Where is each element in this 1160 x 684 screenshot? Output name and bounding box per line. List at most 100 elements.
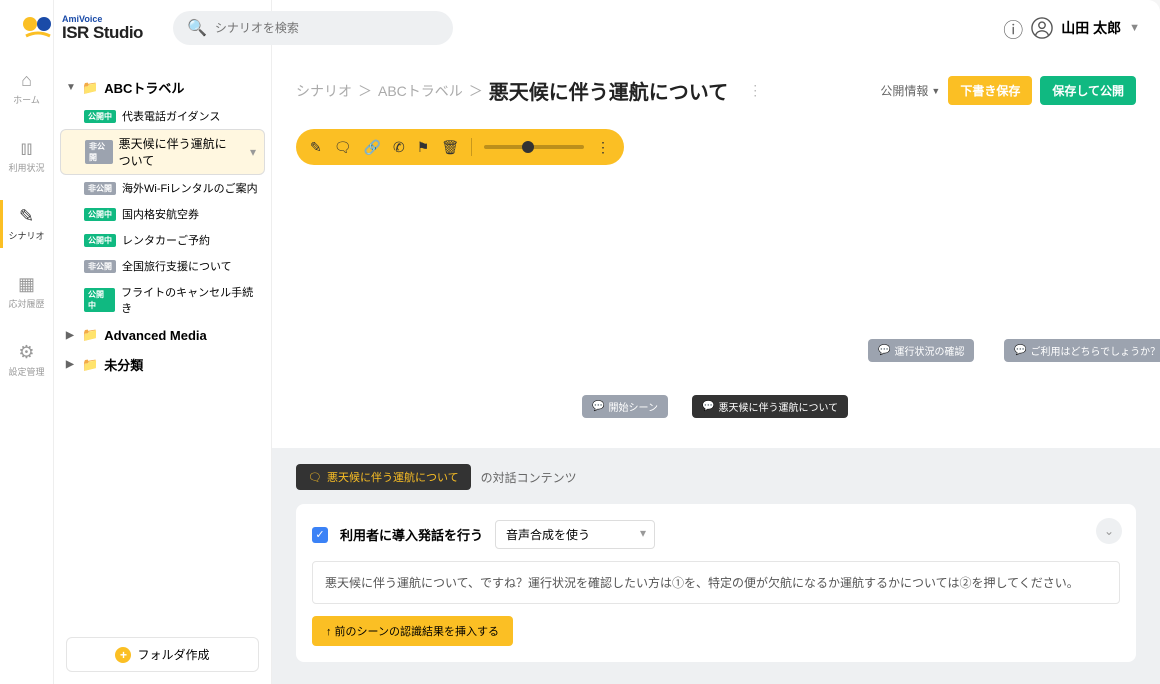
content-panel: 🗨悪天候に伴う運航について の対話コンテンツ ⌄ ✓ 利用者に導入発話を行う 音…: [272, 448, 1160, 684]
file-label: 国内格安航空券: [122, 206, 199, 222]
node-label: 開始シーン: [608, 399, 658, 414]
kebab-icon[interactable]: ⋮: [748, 82, 762, 99]
zoom-slider[interactable]: [484, 145, 584, 149]
user-icon: ⓘ: [1003, 14, 1023, 43]
chat-icon: 💬: [592, 401, 604, 412]
status-badge: 公開中: [84, 234, 116, 247]
rail-label: 応対履歴: [8, 297, 44, 310]
rail-icon: ▦: [18, 274, 35, 295]
more-icon[interactable]: ⋮: [596, 139, 610, 156]
rail-item-シナリオ[interactable]: ✎ シナリオ: [0, 200, 53, 248]
logo[interactable]: AmiVoice ISR Studio: [20, 10, 143, 46]
link-icon[interactable]: 🔗: [364, 139, 381, 156]
folder-icon: 📁: [82, 80, 98, 96]
publish-info-link[interactable]: 公開情報 ▼: [880, 82, 940, 99]
file-item[interactable]: 非公開海外Wi-Fiレンタルのご案内: [54, 175, 271, 201]
rail-label: シナリオ: [8, 229, 44, 242]
rail-label: 設定管理: [8, 365, 44, 378]
settings-card: ⌄ ✓ 利用者に導入発話を行う 音声合成を使う 悪天候に伴う運航について、ですね…: [296, 504, 1136, 662]
page-title: 悪天候に伴う運航について: [489, 76, 728, 105]
rail-item-設定管理[interactable]: ⚙ 設定管理: [0, 336, 53, 384]
sidebar: ▼📁ABCトラベル公開中代表電話ガイダンス非公開悪天候に伴う運航について非公開海…: [54, 0, 272, 684]
utterance-text[interactable]: 悪天候に伴う運航について、ですね？運行状況を確認したい方は①を、特定の便が欠航に…: [312, 561, 1120, 604]
main: シナリオ ＞ ABCトラベル ＞ 悪天候に伴う運航について ⋮ 公開情報 ▼ 下…: [272, 0, 1160, 684]
folder-icon: 📁: [82, 357, 98, 373]
search-icon: 🔍: [187, 18, 207, 38]
scenario-tree: ▼📁ABCトラベル公開中代表電話ガイダンス非公開悪天候に伴う運航について非公開海…: [54, 64, 271, 625]
voice-select[interactable]: 音声合成を使う: [495, 520, 655, 549]
rail-icon: ✎: [19, 206, 34, 227]
caret-icon: ▶: [66, 359, 76, 370]
rail-label: ホーム: [13, 93, 40, 106]
edit-icon[interactable]: ✎: [310, 139, 322, 156]
chat-icon: 🗨: [308, 471, 322, 484]
file-label: フライトのキャンセル手続き: [121, 284, 259, 316]
folder-label: Advanced Media: [104, 328, 207, 343]
status-badge: 非公開: [85, 140, 113, 164]
file-item[interactable]: 公開中国内格安航空券: [54, 201, 271, 227]
insert-prev-button[interactable]: ↑ 前のシーンの認識結果を挿入する: [312, 616, 513, 646]
canvas-toolbar: ✎ 🗨 🔗 ✆ ⚑ 🗑 ⋮: [296, 129, 624, 165]
node-label: 悪天候に伴う運航について: [718, 399, 838, 414]
file-item[interactable]: 公開中レンタカーご予約: [54, 227, 271, 253]
status-badge: 公開中: [84, 288, 115, 312]
flow-node[interactable]: 💬 運行状況の確認: [868, 339, 974, 362]
folder-label: ABCトラベル: [104, 78, 184, 97]
node-label: ご利用はどちらでしょうか？: [1030, 343, 1160, 358]
file-label: レンタカーご予約: [122, 232, 210, 248]
rail-item-利用状況[interactable]: ⫾⫾ 利用状況: [0, 132, 53, 180]
status-badge: 公開中: [84, 110, 116, 123]
folder-ABCトラベル[interactable]: ▼ 📁 ABCトラベル: [54, 72, 271, 103]
rail-icon: ⚙: [18, 342, 34, 363]
file-item[interactable]: 非公開悪天候に伴う運航について: [60, 129, 265, 175]
new-folder-button[interactable]: + フォルダ作成: [66, 637, 259, 672]
new-folder-label: フォルダ作成: [137, 646, 209, 663]
file-label: 海外Wi-Fiレンタルのご案内: [122, 180, 258, 196]
flow-canvas[interactable]: ✎ 🗨 🔗 ✆ ⚑ 🗑 ⋮ 💬 開始シーン 💬 悪天候に伴う運航について 💬 運行状況の確…: [272, 117, 1160, 448]
intro-checkbox[interactable]: ✓: [312, 527, 328, 543]
search-box[interactable]: 🔍: [173, 11, 453, 45]
rail-item-ホーム[interactable]: ⌂ホーム: [0, 64, 53, 112]
status-badge: 公開中: [84, 208, 116, 221]
divider: [471, 138, 472, 156]
file-label: 代表電話ガイダンス: [122, 108, 220, 124]
flow-node[interactable]: 💬 悪天候に伴う運航について: [692, 395, 848, 418]
file-item[interactable]: 公開中フライトのキャンセル手続き: [54, 279, 271, 321]
crumb-root[interactable]: シナリオ: [296, 81, 352, 101]
chat-icon: 💬: [702, 401, 714, 412]
file-item[interactable]: 公開中代表電話ガイダンス: [54, 103, 271, 129]
save-draft-button[interactable]: 下書き保存: [948, 76, 1032, 105]
phone-icon[interactable]: ✆: [393, 139, 405, 156]
user-menu[interactable]: ⓘ 山田 太郎 ▼: [1003, 14, 1140, 43]
crumb-folder[interactable]: ABCトラベル: [378, 81, 463, 101]
comment-icon[interactable]: 🗨: [334, 139, 352, 156]
collapse-button[interactable]: ⌄: [1096, 518, 1122, 544]
caret-icon: ▶: [66, 330, 76, 341]
file-label: 全国旅行支援について: [122, 258, 232, 274]
breadcrumb: シナリオ ＞ ABCトラベル ＞ 悪天候に伴う運航について ⋮ 公開情報 ▼ 下…: [272, 64, 1160, 117]
chat-icon: 💬: [878, 345, 890, 356]
search-input[interactable]: [215, 21, 439, 35]
nav-rail: ⌂ホーム ⫾⫾ 利用状況 ✎ シナリオ ▦ 応対履歴 ⚙ 設定管理: [0, 0, 54, 684]
brand: ISR Studio: [62, 24, 143, 41]
folder-未分類[interactable]: ▶📁未分類: [54, 349, 271, 380]
chevron-down-icon: ▼: [1129, 22, 1140, 34]
intro-label: 利用者に導入発話を行う: [340, 525, 483, 544]
file-item[interactable]: 非公開全国旅行支援について: [54, 253, 271, 279]
caret-icon: ▼: [66, 82, 76, 93]
rail-icon: ⫾⫾: [21, 138, 33, 159]
trash-icon[interactable]: 🗑: [441, 139, 459, 156]
status-badge: 非公開: [84, 260, 116, 273]
node-label: 運行状況の確認: [894, 343, 964, 358]
flag-icon[interactable]: ⚑: [417, 139, 430, 156]
folder-Advanced Media[interactable]: ▶📁Advanced Media: [54, 321, 271, 349]
rail-label: 利用状況: [8, 161, 44, 174]
flow-node[interactable]: 💬ご利用はどちらでしょうか？: [1004, 339, 1160, 362]
crumb-sep: ＞: [469, 81, 483, 101]
flow-node[interactable]: 💬 開始シーン: [582, 395, 668, 418]
crumb-sep: ＞: [358, 81, 372, 101]
plus-icon: +: [115, 647, 131, 663]
panel-subtitle: の対話コンテンツ: [481, 469, 577, 486]
rail-item-応対履歴[interactable]: ▦ 応対履歴: [0, 268, 53, 316]
publish-button[interactable]: 保存して公開: [1040, 76, 1136, 105]
